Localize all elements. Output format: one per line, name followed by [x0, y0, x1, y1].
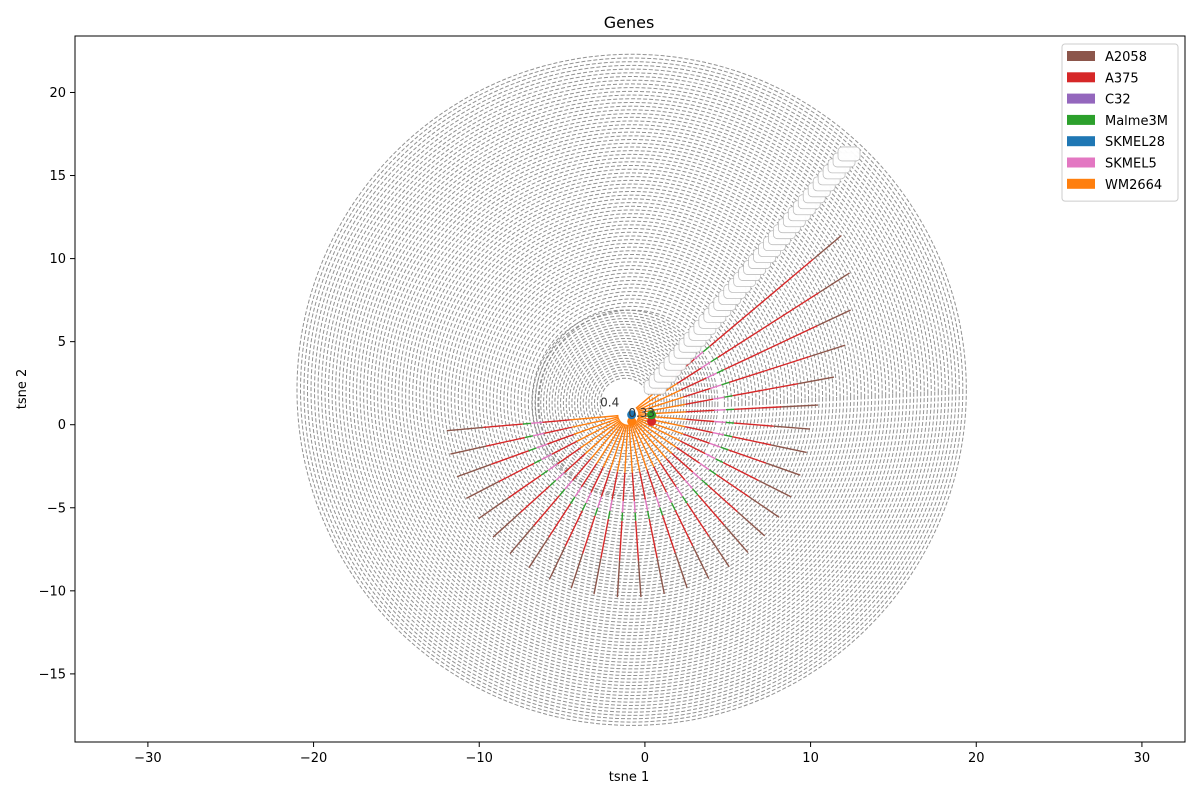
- legend-swatch: [1067, 179, 1095, 189]
- legend-label: A375: [1105, 71, 1139, 86]
- y-tick-label: 20: [49, 86, 66, 101]
- y-axis-label: tsne 2: [15, 369, 30, 410]
- x-axis: −30 −20 −10 0 10 20 30: [134, 742, 1150, 766]
- x-axis-label: tsne 1: [609, 770, 650, 785]
- legend-label: A2058: [1105, 50, 1147, 65]
- legend-swatch: [1067, 136, 1095, 146]
- spoke-segment: [548, 464, 558, 471]
- spoke-segment: [499, 463, 534, 481]
- x-tick-label: 10: [802, 751, 819, 766]
- spoke-segment: [713, 433, 724, 435]
- x-tick-label: −10: [466, 751, 493, 766]
- spoke-segment: [687, 503, 709, 536]
- legend-label: SKMEL28: [1105, 135, 1165, 150]
- legend-swatch: [1067, 94, 1095, 104]
- spoke-segment: [622, 501, 623, 513]
- spoke-segment: [709, 470, 716, 475]
- y-tick-label: 10: [49, 252, 66, 267]
- spoke-segment: [724, 435, 732, 437]
- y-tick-label: −5: [47, 501, 66, 516]
- y-axis: −15 −10 −5 0 5 10 15 20: [39, 86, 75, 682]
- legend-swatch: [1067, 115, 1095, 125]
- spoke-segment: [565, 480, 573, 489]
- legend-swatch: [1067, 72, 1095, 82]
- spoke-segment: [623, 473, 625, 501]
- annotation-label: 0.4: [600, 395, 619, 409]
- spoke-segment: [714, 410, 726, 411]
- spoke-segment: [705, 454, 715, 459]
- spoke-segment: [813, 236, 841, 259]
- spoke-segment: [570, 497, 575, 504]
- spoke-segment: [666, 492, 671, 502]
- spoke-segment: [636, 521, 639, 561]
- legend-swatch: [1067, 158, 1095, 168]
- y-tick-label: 15: [49, 169, 66, 184]
- spoke-segment: [523, 423, 531, 424]
- spoke-segment: [724, 525, 748, 553]
- spoke-segment: [700, 463, 710, 470]
- spoke-segment: [759, 480, 792, 496]
- spoke-segment: [549, 546, 565, 579]
- spoke-segment: [466, 482, 498, 499]
- spoke-segment: [726, 422, 734, 423]
- spoke-segment: [549, 504, 571, 537]
- x-tick-label: 20: [968, 751, 985, 766]
- spoke-segment: [550, 480, 556, 486]
- spoke-segment: [693, 489, 698, 495]
- spoke-segment: [657, 558, 664, 594]
- spoke-segment: [711, 357, 718, 361]
- spoke-segment: [708, 485, 738, 511]
- spoke-segment: [620, 521, 622, 561]
- spoke-segment: [682, 496, 687, 503]
- spoke-segment: [728, 450, 766, 463]
- spoke-segment: [610, 500, 612, 511]
- spoke-segment: [585, 421, 621, 453]
- spoke-segment: [556, 473, 565, 481]
- guide-circle: [346, 106, 917, 679]
- spoke-segment: [632, 473, 634, 501]
- spoke-segment: [648, 511, 650, 519]
- spoke-segment: [559, 489, 564, 495]
- spoke-segment: [686, 410, 714, 411]
- legend-label: Malme3M: [1105, 114, 1168, 129]
- number-label-box: [838, 147, 860, 161]
- guide-circle: [353, 114, 910, 673]
- spoke-segment: [541, 470, 548, 475]
- y-tick-label: −10: [39, 584, 66, 599]
- spoke-segment: [525, 436, 533, 438]
- spoke-segment: [582, 503, 586, 510]
- spoke-segment: [782, 405, 818, 407]
- spoke-segment: [601, 519, 608, 558]
- spoke-segment: [729, 356, 810, 382]
- y-tick-label: 0: [58, 418, 66, 433]
- y-tick-label: 5: [58, 335, 66, 350]
- spoke-segment: [635, 513, 636, 521]
- spoke-segment: [608, 511, 610, 519]
- x-tick-label: −20: [300, 751, 327, 766]
- annotation-label: 0.33: [628, 406, 655, 420]
- spoke-segment: [723, 463, 759, 481]
- legend-label: WM2664: [1105, 178, 1162, 193]
- x-tick-label: −30: [134, 751, 161, 766]
- legend: A2058 A375 C32 Malme3M SKMEL28 SKMEL5 WM2664: [1062, 44, 1178, 201]
- spoke-segment: [733, 384, 798, 396]
- legend-swatch: [1067, 51, 1095, 61]
- spoke-segment: [529, 537, 549, 568]
- x-tick-label: 0: [641, 751, 649, 766]
- y-tick-label: −15: [39, 667, 66, 682]
- x-tick-label: 30: [1134, 751, 1151, 766]
- legend-label: SKMEL5: [1105, 157, 1157, 172]
- spoke-segment: [634, 501, 635, 513]
- guide-circles: [297, 54, 966, 725]
- spoke-segment: [724, 326, 817, 370]
- spoke-segment: [598, 497, 602, 508]
- spoke-segment: [547, 434, 573, 444]
- spoke-segment: [447, 427, 483, 430]
- spoke-segment: [714, 421, 726, 422]
- spoke-segment: [693, 546, 709, 579]
- chart-title: Genes: [604, 13, 655, 32]
- spoke-segment: [721, 447, 729, 450]
- legend-label: C32: [1105, 93, 1131, 108]
